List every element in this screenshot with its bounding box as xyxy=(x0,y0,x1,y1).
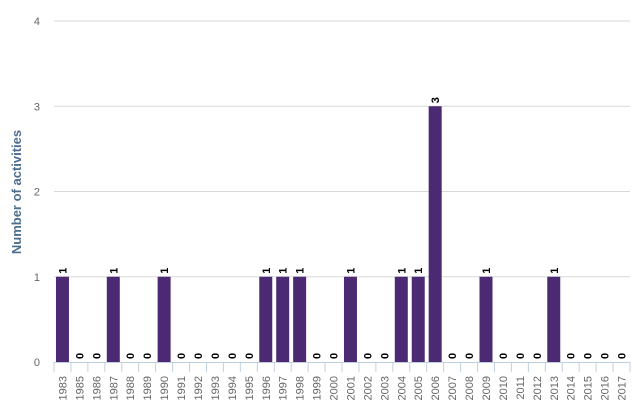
x-tick-label: 1999 xyxy=(312,376,324,400)
x-tick-label: 1994 xyxy=(227,376,239,400)
x-tick-label: 2012 xyxy=(532,376,544,400)
data-label: 0 xyxy=(600,353,612,359)
x-tick-label: 1990 xyxy=(159,376,171,400)
data-label: 3 xyxy=(430,97,442,103)
data-label: 0 xyxy=(447,353,459,359)
data-label: 0 xyxy=(193,353,205,359)
data-label: 0 xyxy=(532,353,544,359)
data-label: 0 xyxy=(498,353,510,359)
x-tick-label: 1997 xyxy=(278,376,290,400)
data-label: 1 xyxy=(278,268,290,274)
data-label: 0 xyxy=(583,353,595,359)
x-tick-label: 2004 xyxy=(396,376,408,400)
data-label: 1 xyxy=(159,268,171,274)
data-label: 0 xyxy=(617,353,629,359)
data-label: 1 xyxy=(549,268,561,274)
x-tick-label: 2011 xyxy=(515,376,527,400)
bar xyxy=(343,276,357,362)
x-tick-label: 2015 xyxy=(583,376,595,400)
x-tick-label: 2003 xyxy=(379,376,391,400)
bar xyxy=(411,276,425,362)
bar xyxy=(547,276,561,362)
x-tick-label: 2010 xyxy=(498,376,510,400)
data-label: 1 xyxy=(345,268,357,274)
x-tick-label: 2005 xyxy=(413,376,425,400)
data-label: 1 xyxy=(108,268,120,274)
bar xyxy=(55,276,69,362)
x-tick-label: 1992 xyxy=(193,376,205,400)
bar xyxy=(428,106,442,362)
y-tick-label: 4 xyxy=(34,16,40,28)
data-label: 0 xyxy=(379,353,391,359)
data-label: 0 xyxy=(464,353,476,359)
x-tick-label: 2002 xyxy=(362,376,374,400)
x-tick-label: 2017 xyxy=(617,376,629,400)
data-label: 0 xyxy=(74,353,86,359)
data-label: 1 xyxy=(261,268,273,274)
data-label: 0 xyxy=(566,353,578,359)
x-tick-label: 2009 xyxy=(481,376,493,400)
data-label: 0 xyxy=(125,353,137,359)
x-tick-label: 2013 xyxy=(549,376,561,400)
data-label: 0 xyxy=(329,353,341,359)
bar xyxy=(157,276,171,362)
x-tick-label: 1987 xyxy=(108,376,120,400)
data-label: 0 xyxy=(176,353,188,359)
data-label: 1 xyxy=(396,268,408,274)
x-tick-label: 2006 xyxy=(430,376,442,400)
data-label: 1 xyxy=(413,268,425,274)
data-label: 0 xyxy=(91,353,103,359)
y-tick-label: 0 xyxy=(34,357,40,369)
x-tick-label: 2000 xyxy=(329,376,341,400)
bar xyxy=(106,276,120,362)
x-tick-label: 1985 xyxy=(74,376,86,400)
x-tick-label: 1983 xyxy=(57,376,69,400)
data-label: 0 xyxy=(515,353,527,359)
x-tick-label: 1998 xyxy=(295,376,307,400)
data-label: 0 xyxy=(362,353,374,359)
x-tick-label: 1988 xyxy=(125,376,137,400)
data-label: 0 xyxy=(244,353,256,359)
y-tick-label: 3 xyxy=(34,101,40,113)
data-label: 1 xyxy=(481,268,493,274)
y-tick-label: 2 xyxy=(34,187,40,199)
x-tick-label: 1995 xyxy=(244,376,256,400)
bar xyxy=(394,276,408,362)
data-label: 0 xyxy=(210,353,222,359)
data-label: 0 xyxy=(142,353,154,359)
bar xyxy=(479,276,493,362)
bar xyxy=(276,276,290,362)
data-label: 1 xyxy=(295,268,307,274)
bar xyxy=(259,276,273,362)
x-tick-label: 1991 xyxy=(176,376,188,400)
x-tick-label: 2014 xyxy=(566,376,578,400)
data-label: 0 xyxy=(227,353,239,359)
x-tick-label: 2008 xyxy=(464,376,476,400)
x-tick-label: 2007 xyxy=(447,376,459,400)
x-tick-label: 2001 xyxy=(345,376,357,400)
bar xyxy=(293,276,307,362)
x-tick-label: 1989 xyxy=(142,376,154,400)
data-label: 0 xyxy=(312,353,324,359)
data-label: 1 xyxy=(57,268,69,274)
x-tick-label: 2016 xyxy=(600,376,612,400)
x-tick-label: 1996 xyxy=(261,376,273,400)
y-tick-label: 1 xyxy=(34,272,40,284)
y-axis-label: Number of activities xyxy=(9,130,24,254)
x-tick-label: 1993 xyxy=(210,376,222,400)
x-tick-label: 1986 xyxy=(91,376,103,400)
